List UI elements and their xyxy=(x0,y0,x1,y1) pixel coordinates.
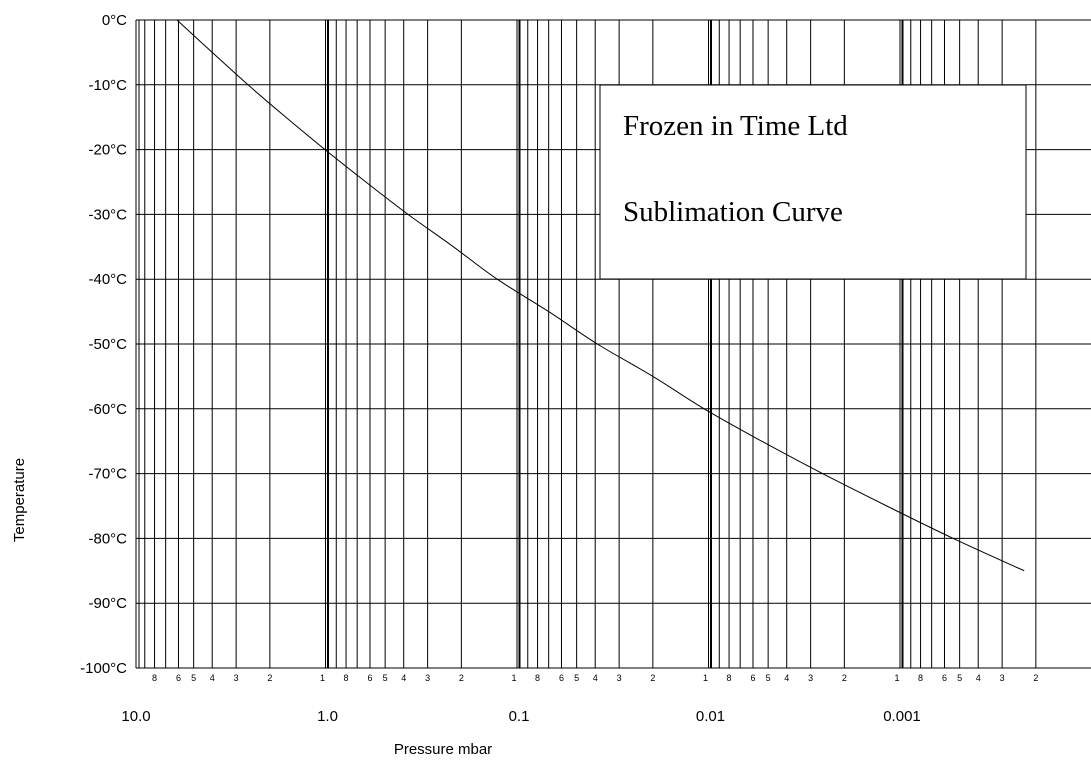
sublimation-curve-line xyxy=(176,19,1025,572)
minor-tick-label: 1 xyxy=(703,673,708,683)
minor-tick-label: 5 xyxy=(383,673,388,683)
minor-tick-label: 8 xyxy=(344,673,349,683)
y-tick-label: 0°C xyxy=(102,12,127,29)
x-major-tick-label: 1.0 xyxy=(317,708,338,725)
minor-tick-label: 1 xyxy=(511,673,516,683)
x-axis-title: Pressure mbar xyxy=(394,741,492,758)
minor-tick-label: 2 xyxy=(459,673,464,683)
y-tick-label: -50°C xyxy=(88,336,127,353)
minor-tick-label: 4 xyxy=(976,673,981,683)
annotation-box-frame xyxy=(599,84,1027,280)
y-tick-labels: 0°C -10°C -20°C -30°C -40°C -50°C -60°C -70°C -8… xyxy=(80,12,127,677)
minor-tick-label: 2 xyxy=(267,673,272,683)
minor-tick-label: 8 xyxy=(727,673,732,683)
minor-tick-label: 3 xyxy=(425,673,430,683)
minor-tick-label: 2 xyxy=(1033,673,1038,683)
minor-tick-label: 6 xyxy=(176,673,181,683)
y-tick-label: -30°C xyxy=(88,206,127,223)
y-tick-label: -90°C xyxy=(88,595,127,612)
minor-tick-label: 4 xyxy=(593,673,598,683)
minor-tick-label: 5 xyxy=(574,673,579,683)
annotation-box: Frozen in Time Ltd Sublimation Curve xyxy=(599,84,1027,280)
minor-tick-label: 6 xyxy=(750,673,755,683)
minor-tick-label: 4 xyxy=(401,673,406,683)
minor-tick-labels: 8 6 5 4 3 2 8 6 5 4 3 21 8 6 5 4 3 21 8 6 5 4 3 21 8 6 5 4 3 21 xyxy=(152,673,1038,683)
x-major-tick-label: 10.0 xyxy=(121,708,150,725)
annotation-chart-title: Sublimation Curve xyxy=(623,196,843,228)
y-tick-label: -10°C xyxy=(88,77,127,94)
x-major-tick-label: 0.1 xyxy=(509,708,530,725)
y-tick-label: -100°C xyxy=(80,660,127,677)
minor-tick-label: 5 xyxy=(957,673,962,683)
y-tick-label: -70°C xyxy=(88,466,127,483)
y-tick-label: -40°C xyxy=(88,271,127,288)
minor-tick-label: 1 xyxy=(320,673,325,683)
minor-tick-label: 6 xyxy=(367,673,372,683)
minor-tick-label: 8 xyxy=(535,673,540,683)
grid-layer xyxy=(135,19,1091,669)
y-tick-label: -20°C xyxy=(88,142,127,159)
x-major-tick-label: 0.001 xyxy=(883,708,921,725)
y-axis-title: Temperature xyxy=(11,458,28,542)
minor-tick-label: 8 xyxy=(152,673,157,683)
minor-tick-label: 6 xyxy=(559,673,564,683)
minor-tick-label: 4 xyxy=(210,673,215,683)
x-major-tick-labels: 10.0 1.0 0.1 0.01 0.001 xyxy=(121,708,920,725)
minor-tick-label: 1 xyxy=(894,673,899,683)
y-tick-label: -80°C xyxy=(88,530,127,547)
minor-tick-label: 3 xyxy=(234,673,239,683)
y-tick-label: -60°C xyxy=(88,401,127,418)
minor-tick-label: 5 xyxy=(191,673,196,683)
minor-tick-label: 3 xyxy=(1000,673,1005,683)
minor-tick-label: 6 xyxy=(942,673,947,683)
minor-tick-label: 2 xyxy=(650,673,655,683)
minor-tick-label: 8 xyxy=(918,673,923,683)
minor-tick-label: 5 xyxy=(766,673,771,683)
minor-tick-label: 3 xyxy=(617,673,622,683)
annotation-company-name: Frozen in Time Ltd xyxy=(623,110,848,142)
x-major-tick-label: 0.01 xyxy=(696,708,725,725)
minor-tick-label: 4 xyxy=(784,673,789,683)
minor-tick-label: 2 xyxy=(842,673,847,683)
minor-tick-label: 3 xyxy=(808,673,813,683)
